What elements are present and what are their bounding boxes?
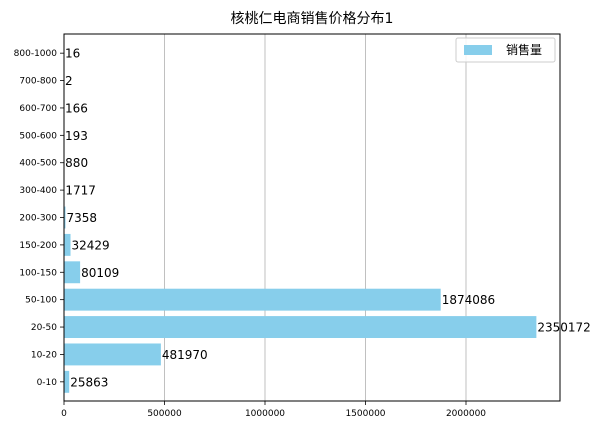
y-tick-label: 800-1000 bbox=[14, 49, 58, 59]
y-tick-label: 700-800 bbox=[19, 77, 57, 87]
y-tick-label: 50-100 bbox=[25, 296, 57, 306]
legend: 销售量 bbox=[455, 37, 556, 63]
y-tick-label: 200-300 bbox=[19, 214, 57, 224]
bar bbox=[64, 370, 70, 393]
data-labels: 25863 481970 2350172 1874086 80109 32429 7358 1… bbox=[65, 47, 591, 390]
data-label: 1717 bbox=[65, 184, 96, 198]
data-label: 1874086 bbox=[442, 293, 495, 307]
y-tick-label: 10-20 bbox=[31, 350, 57, 360]
bar bbox=[64, 233, 71, 256]
bar bbox=[64, 316, 537, 339]
x-tick-label: 1000000 bbox=[245, 409, 285, 419]
y-tick-label: 100-150 bbox=[19, 268, 57, 278]
data-label: 7358 bbox=[66, 211, 97, 225]
data-label: 80109 bbox=[81, 266, 119, 280]
data-label: 25863 bbox=[70, 375, 108, 389]
data-label: 166 bbox=[65, 101, 88, 115]
x-tick-label: 1500000 bbox=[345, 409, 385, 419]
legend-label: 销售量 bbox=[506, 42, 542, 57]
chart-title: 核桃仁电商销售价格分布1 bbox=[231, 11, 394, 27]
plot-frame bbox=[63, 33, 561, 402]
legend-swatch bbox=[464, 45, 492, 55]
data-label: 193 bbox=[65, 129, 88, 143]
y-tick-label: 150-200 bbox=[19, 241, 57, 251]
data-label: 880 bbox=[65, 156, 88, 170]
bar bbox=[64, 261, 81, 284]
legend-box bbox=[455, 37, 556, 63]
data-label: 481970 bbox=[162, 348, 208, 362]
data-label: 2350172 bbox=[537, 321, 590, 335]
bar bbox=[64, 206, 66, 229]
x-tick-label: 2000000 bbox=[446, 409, 486, 419]
x-tick-labels: 0 500000 1000000 1500000 2000000 bbox=[61, 401, 486, 419]
x-tick-label: 0 bbox=[61, 409, 67, 419]
data-label: 2 bbox=[65, 74, 73, 88]
bar bbox=[64, 288, 441, 311]
y-tick-label: 500-600 bbox=[19, 131, 57, 141]
bar bbox=[64, 343, 161, 366]
data-label: 32429 bbox=[72, 238, 110, 252]
y-tick-label: 400-500 bbox=[19, 159, 57, 169]
y-tick-labels: 0-10 10-20 20-50 50-100 100-150 150-200 200-30… bbox=[14, 49, 64, 388]
x-tick-label: 500000 bbox=[147, 409, 182, 419]
y-tick-label: 300-400 bbox=[19, 186, 57, 196]
y-tick-label: 20-50 bbox=[31, 323, 57, 333]
y-tick-label: 0-10 bbox=[37, 378, 58, 388]
bars bbox=[64, 42, 537, 393]
grid-lines bbox=[164, 34, 467, 401]
y-tick-label: 600-700 bbox=[19, 104, 57, 114]
data-label: 16 bbox=[65, 47, 80, 61]
